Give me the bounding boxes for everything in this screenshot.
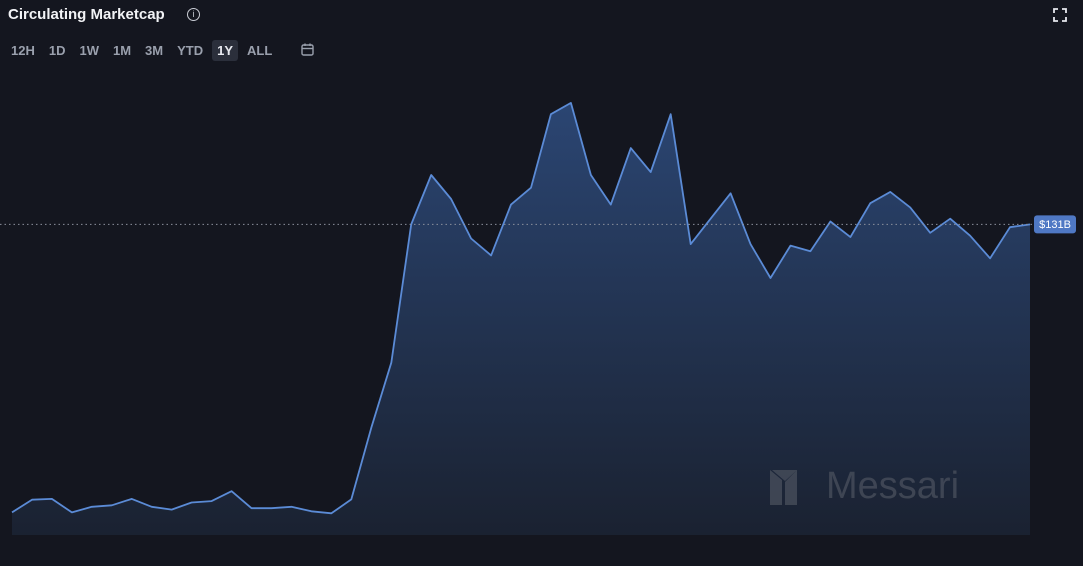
chart-title: Circulating Marketcap <box>8 6 165 23</box>
expand-icon[interactable] <box>1053 8 1067 22</box>
range-button[interactable]: 12H <box>11 43 35 58</box>
range-button[interactable]: YTD <box>177 43 204 58</box>
range-selector: 12H 1D 1W 1M 3M YTD 1Y ALL <box>6 40 277 61</box>
range-button[interactable]: 1Y <box>212 40 239 61</box>
series-line <box>11 102 1031 515</box>
calendar-icon[interactable] <box>301 43 314 56</box>
watermark-text: Messari <box>826 465 959 507</box>
current-value-badge <box>1034 215 1076 234</box>
area-fill <box>12 102 1030 536</box>
watermark: Messari <box>770 465 959 507</box>
range-button[interactable]: 1D <box>48 43 66 58</box>
range-button[interactable]: ALL <box>247 43 273 58</box>
range-button[interactable]: 1M <box>112 43 132 58</box>
range-button[interactable]: 1W <box>79 43 99 58</box>
range-button[interactable]: 3M <box>145 43 164 58</box>
info-icon[interactable]: i <box>187 8 200 21</box>
current-value-label: $131B <box>1039 219 1071 231</box>
